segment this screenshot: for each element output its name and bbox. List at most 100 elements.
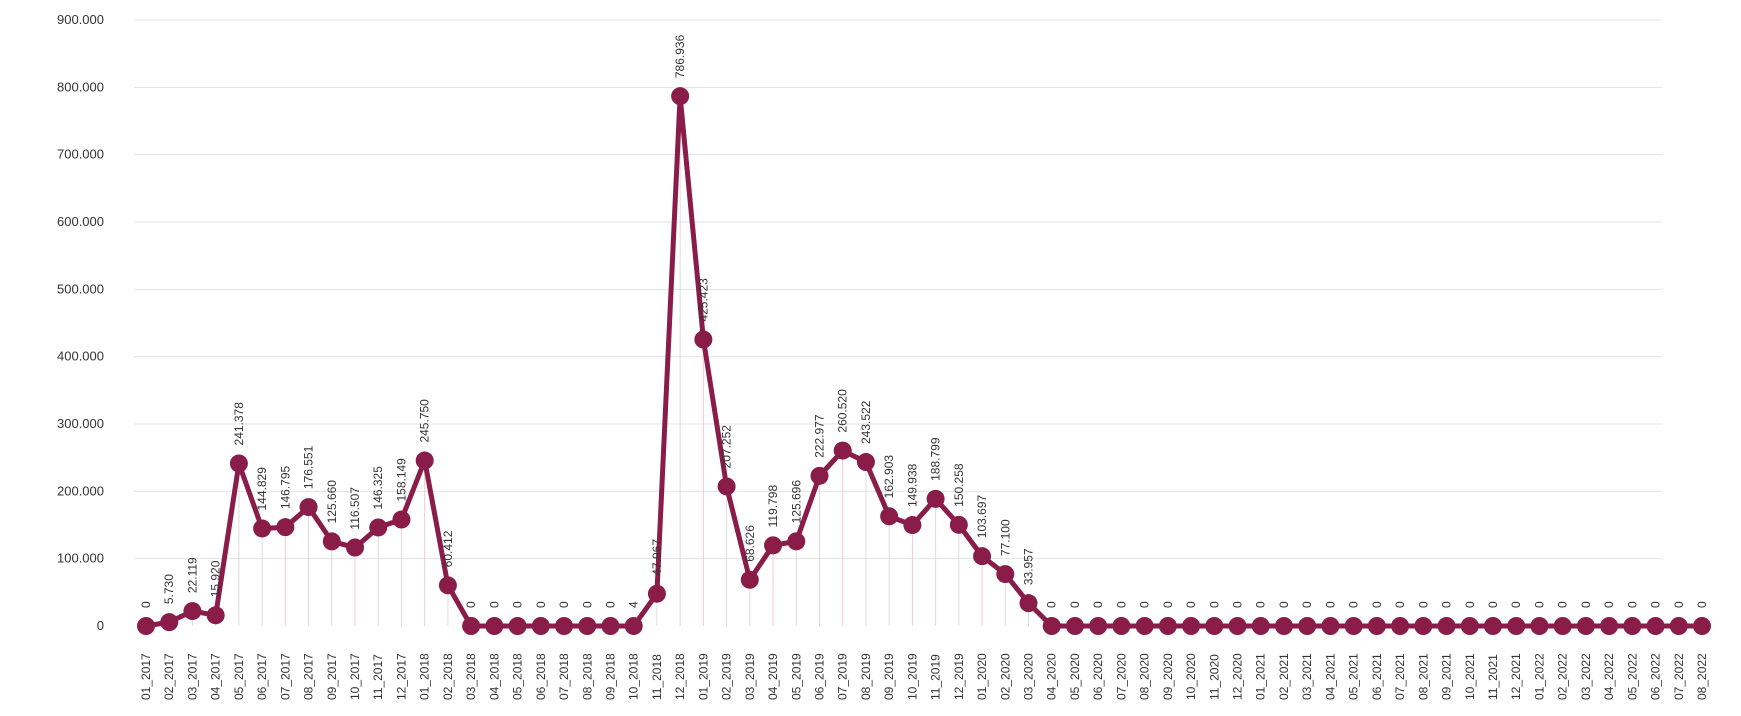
- x-tick-label: 09_2019: [882, 653, 896, 700]
- x-tick-label: 01_2017: [139, 653, 153, 700]
- data-point: [1112, 617, 1131, 635]
- x-tick-label: 12_2019: [952, 653, 966, 700]
- data-label: 22.119: [185, 557, 199, 593]
- data-point: [555, 617, 574, 635]
- data-label: 0: [1602, 601, 1616, 608]
- x-tick-label: 01_2020: [975, 653, 989, 700]
- x-tick-label: 06_2019: [812, 653, 826, 700]
- x-tick-label: 01_2021: [1254, 653, 1268, 700]
- data-point: [1228, 617, 1247, 635]
- data-point: [578, 617, 597, 635]
- x-tick-label: 06_2020: [1091, 653, 1105, 700]
- data-label: 150.258: [952, 463, 966, 507]
- data-label: 0: [1625, 601, 1639, 608]
- data-label: 119.798: [766, 485, 780, 528]
- x-tick-label: 06_2018: [534, 653, 548, 700]
- data-label: 0: [1091, 601, 1105, 608]
- drop-lines: [168, 96, 1030, 626]
- data-point: [1530, 617, 1549, 635]
- data-point: [1042, 617, 1061, 635]
- data-point: [392, 510, 411, 529]
- data-label: 176.551: [302, 445, 316, 489]
- x-tick-label: 07_2021: [1393, 653, 1407, 700]
- data-point: [160, 613, 179, 632]
- data-point: [1367, 617, 1386, 635]
- data-point: [1483, 617, 1502, 635]
- x-tick-label: 03_2019: [743, 653, 757, 700]
- data-point: [1182, 617, 1201, 635]
- x-tick-label: 10_2020: [1184, 653, 1198, 700]
- data-label: 0: [1300, 601, 1314, 608]
- data-point: [717, 477, 736, 496]
- data-label: 0: [1161, 601, 1175, 608]
- data-label: 0: [1068, 601, 1082, 608]
- data-point: [1158, 617, 1177, 635]
- data-point: [276, 518, 295, 537]
- data-point: [1065, 617, 1084, 635]
- y-tick-label: 300.000: [57, 416, 104, 431]
- x-tick-label: 11_2019: [929, 654, 943, 700]
- y-tick-label: 700.000: [57, 147, 104, 162]
- y-axis-ticks: 0 100.000 200.000 300.000 400.000 500.000 600.…: [57, 12, 104, 633]
- x-tick-label: 06_2022: [1649, 653, 1663, 700]
- data-point: [856, 453, 875, 472]
- data-point: [1460, 617, 1479, 635]
- data-label: 47.967: [650, 539, 664, 576]
- data-label: 0: [487, 601, 501, 608]
- x-tick-label: 10_2019: [905, 653, 919, 700]
- data-label: 0: [580, 601, 594, 608]
- x-tick-label: 02_2020: [998, 653, 1012, 700]
- data-label: 125.660: [325, 480, 339, 524]
- x-tick-label: 11_2021: [1486, 654, 1500, 700]
- x-tick-label: 09_2021: [1440, 653, 1454, 700]
- y-tick-label: 0: [97, 618, 104, 633]
- data-label: 188.799: [929, 437, 943, 481]
- data-label: 0: [1231, 601, 1245, 608]
- data-point: [810, 466, 829, 485]
- y-tick-label: 200.000: [57, 483, 104, 498]
- x-tick-label: 09_2020: [1161, 653, 1175, 700]
- data-point: [996, 565, 1015, 584]
- data-label: 425.423: [696, 278, 710, 322]
- x-tick-label: 01_2019: [696, 653, 710, 700]
- data-label: 243.522: [859, 400, 873, 444]
- data-label: 0: [1649, 601, 1663, 608]
- x-tick-label: 12_2020: [1231, 653, 1245, 700]
- data-label: 0: [1463, 601, 1477, 608]
- x-tick-label: 03_2022: [1579, 653, 1593, 700]
- x-tick-label: 04_2020: [1045, 653, 1059, 700]
- x-tick-label: 08_2020: [1138, 653, 1152, 700]
- data-point: [346, 538, 365, 557]
- x-tick-label: 05_2020: [1068, 653, 1082, 700]
- x-tick-label: 11_2020: [1207, 654, 1221, 700]
- data-point: [1623, 617, 1642, 635]
- data-point: [322, 532, 341, 551]
- data-label: 241.378: [232, 402, 246, 446]
- x-tick-label: 03_2021: [1300, 653, 1314, 700]
- data-label: 0: [1486, 601, 1500, 608]
- x-tick-label: 08_2018: [580, 653, 594, 700]
- x-tick-label: 03_2017: [185, 653, 199, 700]
- x-tick-label: 04_2018: [487, 653, 501, 700]
- x-tick-label: 10_2018: [627, 653, 641, 700]
- data-label: 0: [1277, 601, 1291, 608]
- data-label: 0: [1532, 601, 1546, 608]
- data-label: 158.149: [394, 458, 408, 502]
- x-tick-label: 10_2021: [1463, 653, 1477, 700]
- x-tick-label: 07_2017: [278, 653, 292, 700]
- data-point: [1205, 617, 1224, 635]
- data-point: [740, 570, 759, 589]
- data-point: [415, 451, 434, 470]
- data-label: 0: [1440, 601, 1454, 608]
- x-tick-label: 11_2018: [650, 654, 664, 700]
- data-point: [531, 617, 550, 635]
- x-tick-label: 08_2017: [302, 653, 316, 700]
- data-label: 786.936: [673, 34, 687, 78]
- data-point: [624, 616, 643, 635]
- x-tick-label: 11_2017: [371, 654, 385, 700]
- data-point: [787, 532, 806, 551]
- data-label: 5.730: [162, 574, 176, 604]
- x-tick-label: 02_2018: [441, 653, 455, 700]
- series: [137, 87, 1711, 635]
- data-point: [1089, 617, 1108, 635]
